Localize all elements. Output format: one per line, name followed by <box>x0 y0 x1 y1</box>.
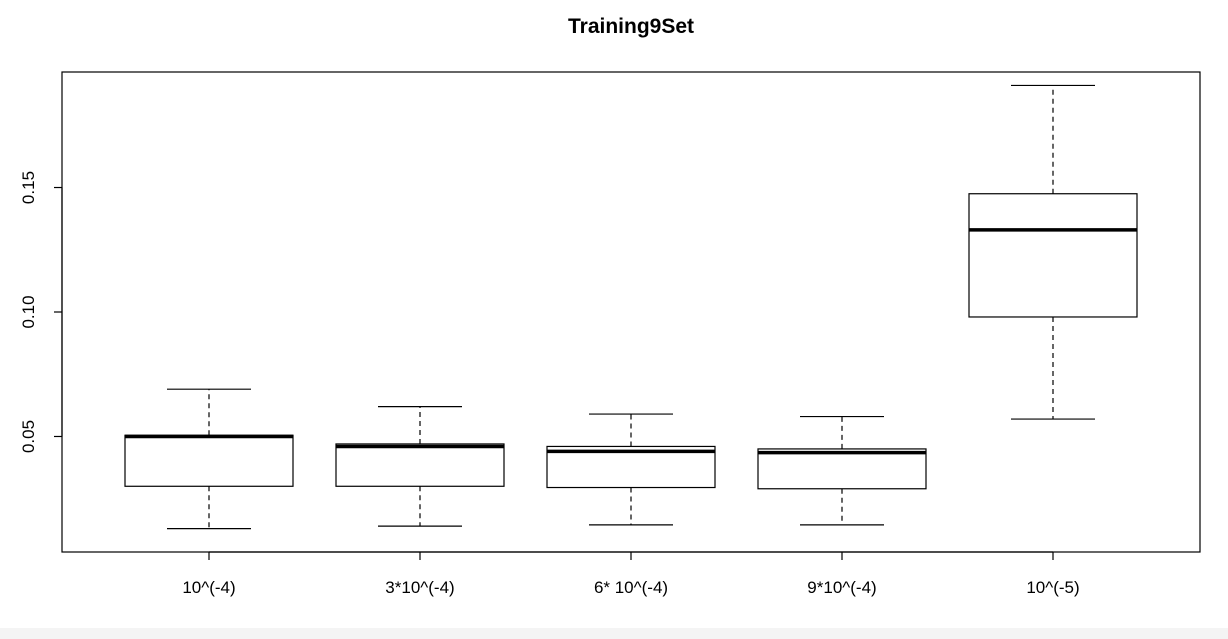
box-2 <box>335 406 505 527</box>
x-tick-label: 10^(-5) <box>1026 578 1079 597</box>
y-tick-label: 0.05 <box>19 420 38 453</box>
x-tick-label: 9*10^(-4) <box>807 578 876 597</box>
box-4 <box>757 415 927 526</box>
chart-title: Training9Set <box>568 15 694 38</box>
iqr-box <box>968 193 1138 318</box>
y-tick-label: 0.15 <box>19 171 38 204</box>
box-3 <box>546 413 716 526</box>
iqr-box <box>124 434 294 487</box>
iqr-box <box>546 445 716 489</box>
y-tick-label: 0.10 <box>19 295 38 328</box>
footer-band <box>0 628 1228 639</box>
x-axis: 10^(-4) 3*10^(-4) 6* 10^(-4) 9*10^(-4) 10^(-… <box>182 551 1080 597</box>
iqr-box <box>335 443 505 487</box>
box-series <box>124 84 1138 530</box>
x-tick-label: 6* 10^(-4) <box>594 578 668 597</box>
box-5 <box>968 84 1138 420</box>
box-1 <box>124 388 294 530</box>
iqr-box <box>757 448 927 490</box>
x-tick-label: 10^(-4) <box>182 578 235 597</box>
x-tick-label: 3*10^(-4) <box>385 578 454 597</box>
y-axis: 0.05 0.10 0.15 <box>19 171 63 453</box>
